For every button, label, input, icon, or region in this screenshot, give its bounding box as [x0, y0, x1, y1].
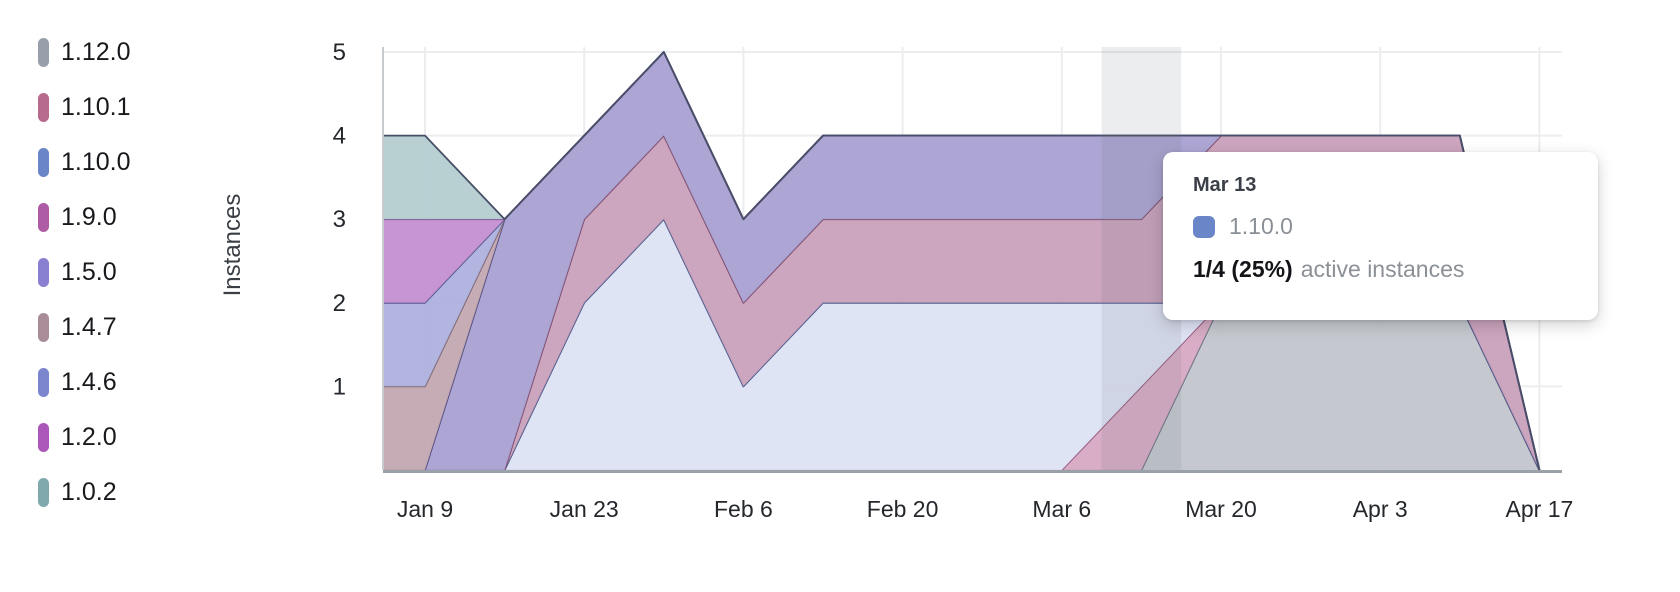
legend-item-1.2.0[interactable]: 1.2.0 [38, 423, 131, 452]
legend-item-1.4.7[interactable]: 1.4.7 [38, 313, 131, 342]
x-tick-label-Jan 23: Jan 23 [550, 496, 619, 522]
legend-swatch-icon [38, 423, 49, 452]
legend-item-label: 1.2.0 [61, 423, 117, 451]
legend-item-label: 1.5.0 [61, 258, 117, 286]
tooltip-value-row: 1/4 (25%) active instances [1193, 256, 1568, 283]
tooltip-value-suffix: active instances [1300, 256, 1465, 282]
legend-item-1.4.6[interactable]: 1.4.6 [38, 368, 131, 397]
tooltip-date: Mar 13 [1193, 174, 1257, 196]
chart-tooltip: Mar 13 1.10.0 1/4 (25%) active instances [1163, 152, 1598, 320]
x-tick-label-Jan 9: Jan 9 [397, 496, 453, 522]
tooltip-series-name: 1.10.0 [1229, 213, 1293, 239]
tooltip-series-row: 1.10.0 [1193, 213, 1568, 240]
legend-item-1.0.2[interactable]: 1.0.2 [38, 478, 131, 507]
legend-item-label: 1.0.2 [61, 478, 117, 506]
legend-item-label: 1.10.1 [61, 93, 131, 121]
series-swatch-icon [1193, 215, 1215, 238]
x-tick-label-Mar 20: Mar 20 [1185, 496, 1257, 522]
legend-item-label: 1.12.0 [61, 38, 131, 66]
legend-item-1.10.1[interactable]: 1.10.1 [38, 93, 131, 122]
legend-item-1.9.0[interactable]: 1.9.0 [38, 203, 131, 232]
y-tick-label-2: 2 [333, 290, 346, 317]
legend-swatch-icon [38, 368, 49, 397]
legend-swatch-icon [38, 203, 49, 232]
legend: 1.12.0 1.10.1 1.10.0 1.9.0 1.5.0 1.4.7 1.4.6 1.… [38, 38, 131, 533]
legend-item-1.5.0[interactable]: 1.5.0 [38, 258, 131, 287]
y-tick-label-4: 4 [333, 123, 346, 150]
x-tick-label-Mar 6: Mar 6 [1032, 496, 1091, 522]
legend-swatch-icon [38, 478, 49, 507]
y-tick-label-1: 1 [333, 373, 346, 400]
x-tick-label-Apr 3: Apr 3 [1353, 496, 1408, 522]
area-topline-1.0.2 [383, 51, 1541, 471]
legend-item-1.10.0[interactable]: 1.10.0 [38, 148, 131, 177]
legend-item-label: 1.10.0 [61, 148, 131, 176]
legend-item-label: 1.4.6 [61, 368, 117, 396]
y-axis-title: Instances [219, 194, 246, 297]
legend-swatch-icon [38, 38, 49, 67]
legend-item-1.12.0[interactable]: 1.12.0 [38, 38, 131, 67]
legend-item-label: 1.4.7 [61, 313, 117, 341]
tooltip-value: 1/4 (25%) [1193, 256, 1293, 282]
legend-swatch-icon [38, 313, 49, 342]
x-tick-label-Apr 17: Apr 17 [1506, 496, 1574, 522]
y-tick-label-3: 3 [333, 206, 346, 233]
area-1.10.0 [383, 219, 1540, 470]
x-tick-label-Feb 6: Feb 6 [714, 496, 773, 522]
x-tick-label-Feb 20: Feb 20 [867, 496, 939, 522]
legend-item-label: 1.9.0 [61, 203, 117, 231]
legend-swatch-icon [38, 258, 49, 287]
area-1.12.0 [383, 302, 1540, 470]
legend-swatch-icon [38, 93, 49, 122]
legend-swatch-icon [38, 148, 49, 177]
y-tick-label-5: 5 [333, 39, 346, 66]
